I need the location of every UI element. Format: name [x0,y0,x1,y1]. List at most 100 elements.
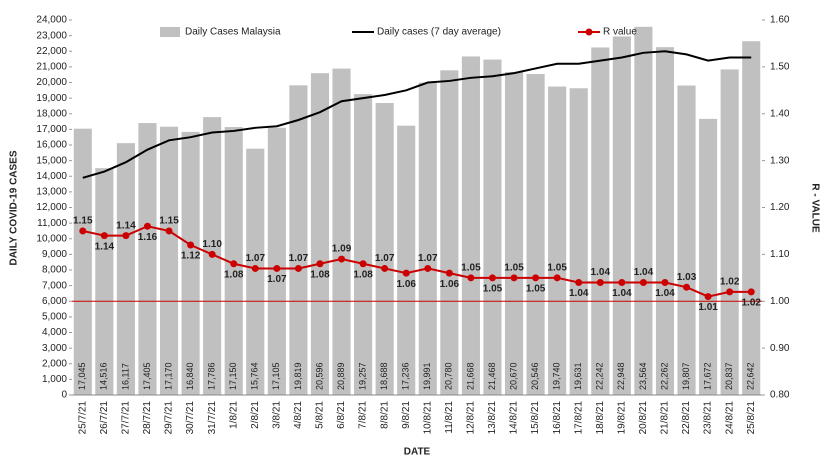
y-tick-label: 23,000 [36,30,67,41]
y2-tick-label: 0.90 [770,343,790,354]
x-tick-label: 7/8/21 [358,401,369,429]
y-tick-label: 4,000 [42,327,67,338]
bar-value-label: 22,242 [595,362,605,390]
x-tick-label: 2/8/21 [250,401,261,429]
y-tick-label: 8,000 [42,265,67,276]
x-tick-label: 15/8/21 [530,401,541,435]
point-value-label: 1.03 [677,272,697,283]
point-value-label: 1.07 [375,253,395,264]
bar [289,85,308,395]
marker [467,274,475,282]
bar [375,103,394,395]
bar [116,143,135,395]
x-tick-label: 28/7/21 [142,401,153,435]
legend-swatch [160,27,180,37]
bar-value-label: 16,117 [120,363,130,390]
y2-tick-label: 1.20 [770,202,790,213]
marker [143,222,151,230]
x-tick-label: 3/8/21 [271,401,282,429]
bar [720,69,739,395]
y2-tick-label: 1.10 [770,249,790,260]
marker [273,264,281,272]
marker [402,269,410,277]
y-tick-label: 10,000 [36,233,67,244]
y-tick-label: 15,000 [36,155,67,166]
bar-value-label: 22,948 [616,362,626,390]
x-tick-label: 16/8/21 [552,401,563,435]
x-tick-label: 23/8/21 [703,401,714,435]
x-tick-label: 8/8/21 [379,401,390,429]
point-value-label: 1.09 [332,244,352,255]
point-value-label: 1.15 [73,216,93,227]
point-value-label: 1.14 [95,241,115,252]
point-value-label: 1.08 [310,269,330,280]
y-tick-label: 6,000 [42,296,67,307]
x-tick-label: 25/7/21 [77,401,88,435]
marker [316,260,324,268]
y-tick-label: 16,000 [36,140,67,151]
point-value-label: 1.05 [483,283,503,294]
y2-axis-title: R - VALUE [809,183,820,233]
bar [526,73,545,395]
bar-value-label: 19,257 [357,362,367,390]
x-tick-label: 14/8/21 [509,401,520,435]
point-value-label: 1.16 [138,232,158,243]
y-tick-label: 24,000 [36,15,67,26]
y-tick-label: 19,000 [36,93,67,104]
bar [354,94,373,395]
bar-value-label: 17,105 [271,362,281,390]
point-value-label: 1.07 [267,274,287,285]
bar-value-label: 17,672 [702,362,712,390]
point-value-label: 1.04 [591,267,611,278]
line [82,225,752,298]
x-tick-label: 21/8/21 [660,401,671,435]
y-tick-label: 1,000 [42,374,67,385]
point-value-label: 1.07 [418,253,438,264]
marker [338,255,346,263]
bar [440,70,459,395]
marker [381,264,389,272]
y-tick-label: 14,000 [36,171,67,182]
bar-value-label: 18,688 [379,362,389,390]
x-tick-label: 20/8/21 [638,401,649,435]
bar-value-label: 19,807 [681,362,691,390]
bar-value-label: 19,991 [422,362,432,390]
marker [424,264,432,272]
marker [445,269,453,277]
marker [165,227,173,235]
bar-value-label: 17,170 [163,362,173,390]
y-tick-label: 12,000 [36,202,67,213]
bar-value-label: 17,150 [228,362,238,390]
marker [230,260,238,268]
bar-value-label: 20,670 [508,362,518,390]
bar-value-label: 20,889 [336,362,346,390]
bar [569,88,588,395]
marker [510,274,518,282]
marker [488,274,496,282]
marker [726,288,734,296]
y-tick-label: 13,000 [36,187,67,198]
bar [612,36,631,395]
x-tick-label: 22/8/21 [681,401,692,435]
bar-value-label: 20,546 [530,362,540,390]
marker [618,279,626,286]
marker [294,264,302,272]
bar [655,47,675,395]
x-tick-label: 24/8/21 [724,401,735,435]
x-tick-label: 9/8/21 [401,401,412,429]
bar-value-label: 21,468 [487,362,497,390]
bar-value-label: 17,236 [401,362,411,390]
marker [251,264,259,272]
bar [483,59,502,395]
bar-value-label: 17,045 [77,362,87,390]
marker [661,279,669,286]
point-value-label: 1.07 [246,253,266,264]
marker [532,274,540,282]
bar-value-label: 17,405 [142,362,152,390]
marker [575,279,583,286]
marker [704,293,712,301]
bar-value-label: 19,740 [552,362,562,390]
y-tick-label: 11,000 [37,218,67,229]
point-value-label: 1.05 [504,262,524,273]
y-tick-label: 0 [61,390,67,401]
